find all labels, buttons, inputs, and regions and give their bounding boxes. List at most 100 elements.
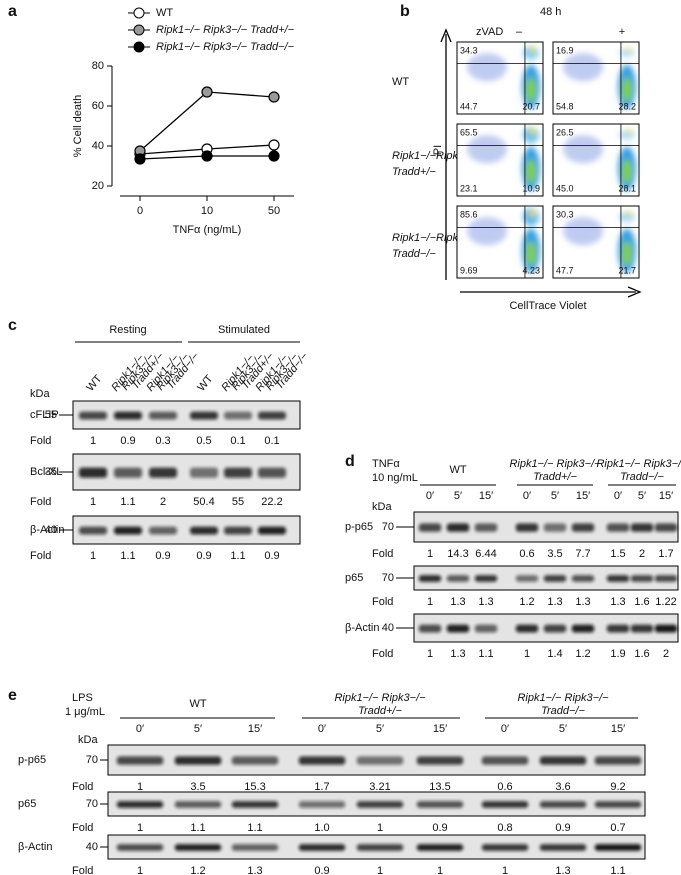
fold-value: 0.9	[314, 865, 329, 875]
lane-label: WT	[84, 373, 104, 394]
time-label: 15′	[479, 490, 493, 502]
fold-value: 1.2	[519, 596, 534, 608]
fold-value: 2	[663, 648, 669, 660]
y-tick-label: 60	[92, 100, 104, 112]
group-label: Ripk1−/− Ripk3−/−	[509, 458, 601, 470]
fold-label: Fold	[72, 865, 93, 875]
fold-value: 1.1	[478, 648, 493, 660]
band	[149, 526, 177, 535]
fold-value: 1.2	[575, 648, 590, 660]
density	[467, 45, 540, 109]
fold-label: Fold	[72, 781, 93, 793]
legend-label: Ripk1−/− Ripk3−/− Tradd+/−	[156, 24, 295, 36]
fold-value: 1	[377, 865, 383, 875]
fold-label: Fold	[30, 550, 51, 562]
data-point	[134, 153, 146, 165]
panel-label: b	[400, 3, 410, 20]
density-blob	[625, 45, 632, 54]
time-label: 15′	[659, 490, 673, 502]
fold-value: 7.7	[575, 548, 590, 560]
y-tick-label: 20	[92, 180, 104, 192]
panel-label: e	[8, 687, 17, 704]
fold-value: 14.3	[447, 548, 468, 560]
fold-value: 1.22	[655, 596, 676, 608]
kda-label: kDa	[372, 501, 392, 513]
fold-value: 0.9	[155, 550, 170, 562]
fold-value: 1.2	[190, 865, 205, 875]
band	[116, 756, 164, 765]
time-label: 5′	[638, 490, 646, 502]
fold-value: 2	[639, 548, 645, 560]
fold-value: 0.8	[497, 822, 512, 834]
density-blob	[529, 127, 536, 136]
axis-arrow	[460, 286, 642, 298]
fold-value: 0.1	[264, 435, 279, 447]
density	[467, 207, 540, 273]
density-blob	[621, 77, 632, 102]
fold-value: 0.9	[555, 822, 570, 834]
time: 48 h	[540, 6, 561, 18]
band	[174, 801, 222, 808]
quadrant-value: 47.7	[556, 265, 574, 275]
fold-value: 1	[427, 596, 433, 608]
blot-label: p-p65	[18, 754, 46, 766]
data-point	[268, 139, 280, 151]
band	[539, 844, 587, 851]
fold-label: Fold	[72, 822, 93, 834]
band	[594, 801, 642, 808]
fold-value: 1	[427, 648, 433, 660]
quadrant-value: 23.1	[460, 183, 478, 193]
fold-value: 1.3	[575, 596, 590, 608]
row-label: WT	[392, 76, 409, 88]
quadrant-value: 30.3	[556, 209, 574, 219]
density-blob	[467, 53, 508, 82]
fold-value: 0.6	[497, 781, 512, 793]
band	[515, 523, 539, 532]
band	[571, 624, 595, 633]
x-tick-label: 50	[268, 205, 280, 217]
band	[174, 756, 222, 765]
fold-value: 0.9	[432, 822, 447, 834]
x-tick-label: 10	[201, 205, 213, 217]
band	[571, 575, 595, 582]
kda-marker: 55	[45, 409, 57, 421]
kda-marker: 40	[382, 622, 394, 634]
x-axis-label: TNFα (ng/mL)	[173, 224, 242, 236]
band	[174, 844, 222, 851]
group-label: Stimulated	[218, 324, 270, 336]
fold-value: 1.3	[450, 648, 465, 660]
density	[563, 209, 636, 273]
band	[356, 801, 404, 808]
fold-value: 0.9	[196, 550, 211, 562]
panel-label: c	[8, 317, 17, 334]
row-label: Tradd−/−	[392, 248, 436, 260]
time-label: 5′	[376, 723, 384, 735]
density-blob	[621, 241, 632, 266]
quadrant-value: 4.23	[522, 265, 540, 275]
fold-label: Fold	[372, 596, 393, 608]
treatment: 1 μg/mL	[65, 706, 105, 718]
blot-label: β-Actin	[345, 622, 379, 634]
fold-value: 0.6	[519, 548, 534, 560]
fold-value: 1.1	[247, 822, 262, 834]
quadrant-value: 45.0	[556, 183, 574, 193]
y-tick-label: 40	[92, 140, 104, 152]
band	[446, 575, 470, 582]
density-blob	[467, 135, 508, 164]
band	[416, 756, 464, 765]
band	[606, 575, 630, 582]
band	[231, 801, 279, 808]
density-blob	[621, 159, 632, 184]
band	[258, 411, 286, 420]
group-label: WT	[189, 698, 206, 710]
fold-value: 1.3	[478, 596, 493, 608]
x-axis-label: CellTrace Violet	[509, 300, 586, 312]
time-label: 0′	[136, 723, 144, 735]
band	[231, 756, 279, 765]
band	[356, 844, 404, 851]
band	[258, 467, 286, 478]
treatment: LPS	[72, 692, 93, 704]
fold-label: Fold	[30, 496, 51, 508]
fold-value: 9.2	[610, 781, 625, 793]
